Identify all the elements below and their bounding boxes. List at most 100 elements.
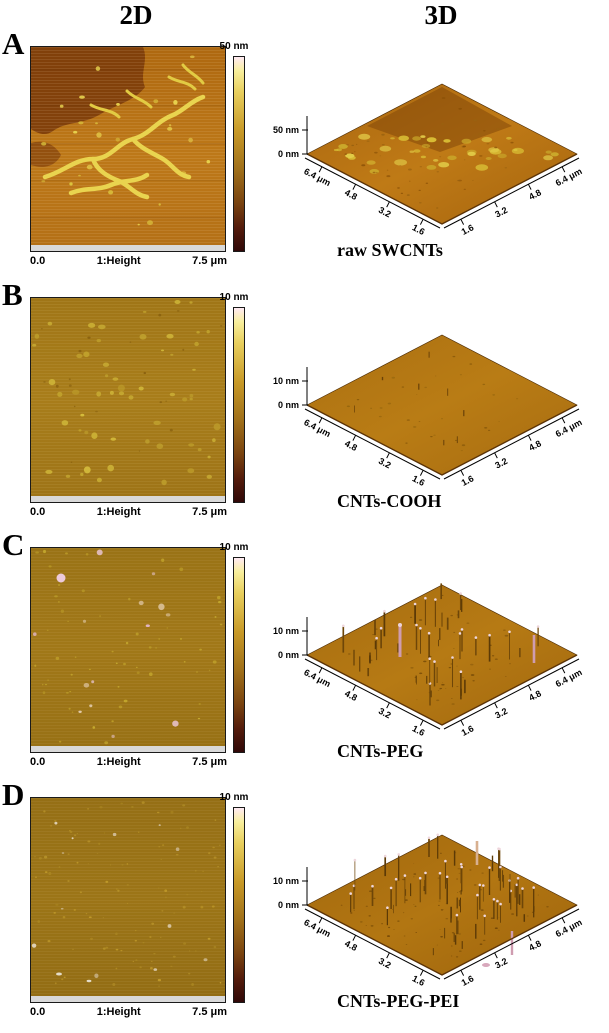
texture-dots (41, 55, 211, 226)
panel-b: B 10 nm 0.0 1: (0, 277, 609, 533)
afm-2d-image (30, 297, 226, 503)
scale-strip (31, 245, 225, 251)
afm-2d-axis-labels: 0.0 1:Height 7.5 μm (30, 1006, 227, 1018)
z-min-label: 0 nm (278, 650, 299, 660)
surface-feature-blobs (333, 133, 559, 174)
y-tick-label: 6.4 μm (554, 417, 584, 439)
axis-range-label: 7.5 μm (192, 1006, 227, 1018)
sample-label: raw SWCNTs (337, 240, 443, 260)
large-bright-particle (56, 573, 66, 583)
afm-2d-axis-labels: 0.0 1:Height 7.5 μm (30, 506, 227, 518)
panel-letter: D (2, 777, 25, 812)
bright-mark (56, 972, 62, 976)
afm-3d-plot: 10 nm 0 nm 6.4 μm 4.8 3.2 1.6 1.6 3.2 4.… (273, 583, 584, 738)
surface-spikes (349, 833, 535, 956)
axis-range-label: 7.5 μm (192, 506, 227, 518)
z-axis: 50 nm 0 nm (273, 116, 308, 159)
bright-particles (33, 549, 179, 738)
y-tick-label: 6.4 μm (554, 917, 584, 939)
scanline-overlay (31, 47, 225, 245)
y-tick-label: 6.4 μm (554, 667, 584, 689)
z-max-label: 10 nm (273, 876, 299, 886)
x-tick-label: 3.2 (377, 456, 393, 471)
surface-front-edge (306, 904, 578, 976)
axis-origin-label: 0.0 (30, 1006, 46, 1018)
y-tick-label: 3.2 (493, 456, 509, 471)
axis-channel-label: 1:Height (96, 506, 141, 518)
x-tick-label: 1.6 (411, 473, 427, 488)
surface-texture (346, 355, 519, 452)
texture-dots (32, 300, 221, 486)
afm-2d-image (30, 797, 226, 1003)
panel-letter: C (2, 527, 25, 562)
sample-label: CNTs-PEG-PEI (337, 991, 460, 1011)
afm-3d-plot: 10 nm 0 nm 6.4 μm 4.8 3.2 1.6 1.6 3.2 4.… (273, 334, 584, 488)
surface-texture (344, 97, 514, 209)
surface-front-edge (306, 654, 578, 726)
z-min-label: 0 nm (278, 400, 299, 410)
y-tick-label: 3.2 (493, 956, 509, 971)
axis-origin-label: 0.0 (30, 255, 46, 267)
axis-channel-label: 1:Height (96, 1006, 141, 1018)
afm-2d-axis-labels: 0.0 1:Height 7.5 μm (30, 756, 227, 768)
colorbar (233, 557, 245, 753)
nanotube-bundles (42, 94, 206, 200)
bright-specks (31, 821, 208, 979)
axis-range-label: 7.5 μm (192, 756, 227, 768)
x-tick-label: 4.8 (343, 938, 359, 953)
surface-spikes (342, 583, 540, 706)
colorbar (233, 56, 245, 252)
y-tick-label: 6.4 μm (554, 166, 584, 188)
x-tick-label: 3.2 (377, 706, 393, 721)
afm-3d-plot: 50 nm 0 nm 6.4 μm 4.8 3.2 1.6 1.6 3.2 4.… (273, 83, 584, 237)
x-tick-label: 3.2 (377, 956, 393, 971)
z-axis: 10 nm 0 nm (273, 367, 308, 410)
scale-strip (31, 996, 225, 1002)
column-header-3d: 3D (424, 0, 458, 30)
scale-strip (31, 496, 225, 502)
panel-d: D 10 nm (0, 777, 609, 1033)
nanotube-bundles-small (89, 63, 205, 119)
y-tick-label: 4.8 (527, 688, 543, 703)
surface-front-edge (306, 153, 578, 225)
afm-2d-axis-labels: 0.0 1:Height 7.5 μm (30, 255, 227, 267)
x-tick-label: 4.8 (343, 438, 359, 453)
y-tick-label: 3.2 (493, 706, 509, 721)
colorbar-scale-label: 10 nm (219, 292, 249, 303)
column-header-2d: 2D (119, 0, 153, 30)
z-max-label: 10 nm (273, 626, 299, 636)
z-min-label: 0 nm (278, 149, 299, 159)
afm-3d-surface (306, 834, 578, 976)
x-tick-label: 1.6 (411, 723, 427, 738)
y-tick-label: 4.8 (527, 438, 543, 453)
colorbar-scale-label: 50 nm (219, 41, 249, 52)
afm-2d-canvas (31, 298, 225, 502)
z-min-label: 0 nm (278, 900, 299, 910)
x-tick-label: 4.8 (343, 187, 359, 202)
x-tick-label: 1.6 (411, 222, 427, 237)
y-tick-label: 1.6 (460, 973, 476, 988)
z-axis: 10 nm 0 nm (273, 617, 308, 660)
spike-tip (398, 623, 402, 627)
y-tick-label: 1.6 (460, 723, 476, 738)
panel-c: C 10 nm 0.0 (0, 527, 609, 783)
afm-2d-canvas (31, 548, 225, 752)
surface-texture (340, 852, 549, 958)
z-max-label: 50 nm (273, 125, 299, 135)
axis-channel-label: 1:Height (96, 756, 141, 768)
pink-particle (482, 963, 490, 967)
surface-spikes (354, 351, 465, 446)
axis-channel-label: 1:Height (96, 255, 141, 267)
surface-front-edge (306, 404, 578, 476)
z-axis: 10 nm 0 nm (273, 867, 308, 910)
scanline-overlay (31, 298, 225, 496)
panel-letter: B (2, 277, 23, 312)
colorbar-scale-label: 10 nm (219, 792, 249, 803)
afm-2d-canvas (31, 47, 225, 251)
scale-strip (31, 746, 225, 752)
sample-label: CNTs-COOH (337, 491, 442, 511)
y-tick-label: 3.2 (493, 205, 509, 220)
scanline-overlay (31, 798, 225, 996)
axis-range-label: 7.5 μm (192, 255, 227, 267)
